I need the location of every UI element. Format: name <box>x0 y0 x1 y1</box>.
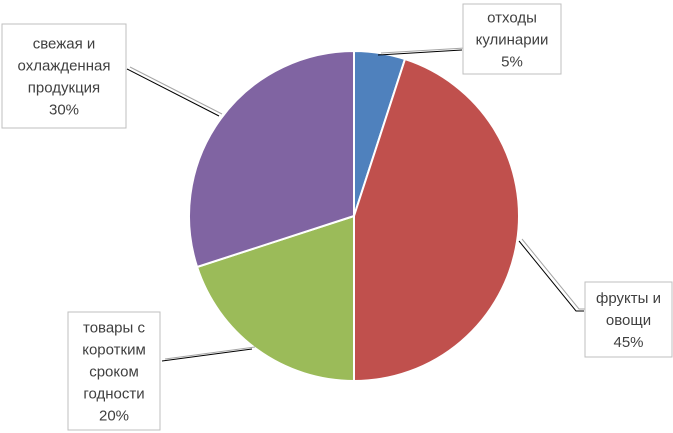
data-label-2: товары с коротким сроком годности 20% <box>67 311 161 431</box>
data-label-0: отходы кулинарии 5% <box>462 3 562 75</box>
data-label-text-2-2: сроком <box>89 364 139 381</box>
data-labels-layer: отходы кулинарии 5% фрукты и овощи 45% товары … <box>1 3 673 431</box>
leader-line-shadow-1 <box>521 238 587 310</box>
data-label-percent-2: 20% <box>99 408 129 425</box>
data-label-1: фрукты и овощи 45% <box>584 281 673 358</box>
pie-slice-1 <box>353 57 520 383</box>
leader-line-3 <box>126 68 220 117</box>
leader-line-2 <box>161 348 253 362</box>
pie-slice-2 <box>195 214 355 383</box>
data-label-box-1 <box>584 281 673 358</box>
data-label-text-0-0: отходы <box>487 10 537 27</box>
leader-line-shadow-2 <box>164 346 256 360</box>
data-label-text-2-1: коротким <box>82 342 146 359</box>
data-label-text-3-2: продукция <box>28 80 100 97</box>
leader-line-1 <box>518 240 584 312</box>
leader-lines-layer <box>126 47 587 362</box>
data-label-percent-3: 30% <box>49 102 79 119</box>
leader-line-0 <box>377 49 463 56</box>
data-label-percent-0: 5% <box>501 54 523 71</box>
data-label-box-0 <box>462 3 562 75</box>
pie-slice-3 <box>188 49 355 269</box>
leader-line-shadow-3 <box>129 66 223 115</box>
data-label-percent-1: 45% <box>613 334 643 351</box>
data-label-text-1-1: овощи <box>606 312 651 329</box>
data-label-box-2 <box>67 311 161 431</box>
data-label-text-3-1: охлажденная <box>18 58 111 75</box>
data-label-text-3-0: свежая и <box>33 36 96 53</box>
leader-line-shadow-0 <box>380 47 466 54</box>
slices-layer <box>188 49 520 383</box>
data-label-3: свежая и охлажденная продукция 30% <box>1 23 127 129</box>
data-label-text-1-0: фрукты и <box>596 290 661 307</box>
data-label-text-2-3: годности <box>83 386 144 403</box>
data-label-box-3 <box>1 23 127 129</box>
data-label-text-2-0: товары с <box>83 320 145 337</box>
data-label-text-0-1: кулинарии <box>476 32 549 49</box>
